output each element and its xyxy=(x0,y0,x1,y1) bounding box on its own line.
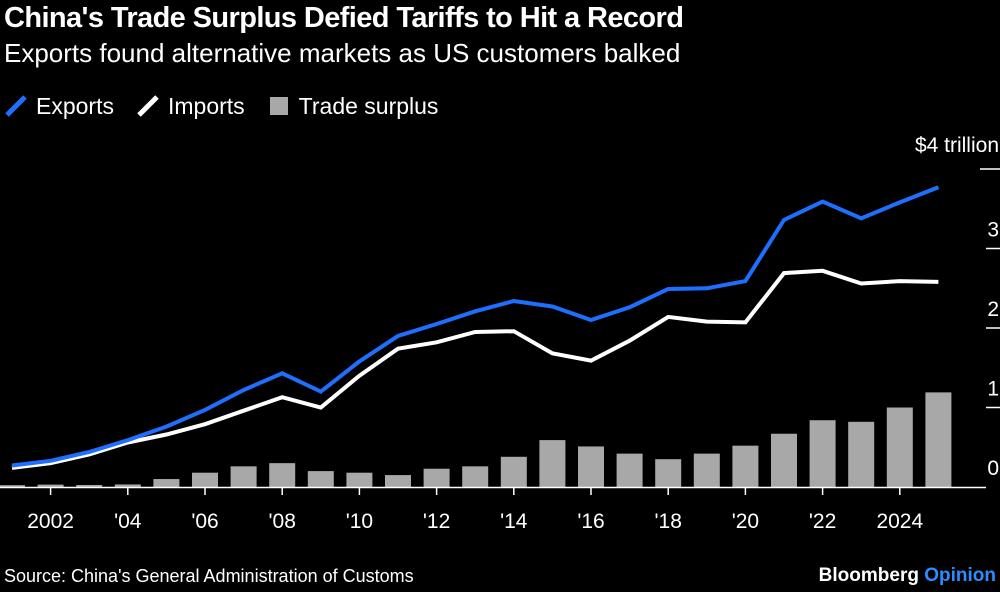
trade-surplus-bar-swatch-icon xyxy=(269,97,288,115)
line-imports xyxy=(11,268,939,470)
brand-logo: Bloomberg Opinion xyxy=(818,565,996,586)
y-tick-label: 0 xyxy=(987,457,999,480)
chart-subtitle: Exports found alternative markets as US … xyxy=(4,38,681,68)
bar-trade-surplus xyxy=(732,445,759,487)
x-tick-label: '12 xyxy=(423,510,450,533)
legend-item-exports: Exports xyxy=(4,93,114,120)
legend-label-imports: Imports xyxy=(167,92,245,119)
bar-trade-surplus xyxy=(114,484,141,487)
bar-trade-surplus xyxy=(153,479,180,487)
bar-trade-surplus xyxy=(192,472,218,487)
bar-trade-surplus xyxy=(500,456,527,487)
source-note: Source: China's General Administration o… xyxy=(4,566,414,586)
bar-trade-surplus xyxy=(655,459,682,487)
exports-line-swatch-icon xyxy=(5,95,27,117)
bar-trade-surplus xyxy=(578,446,604,487)
x-tick-label: '18 xyxy=(655,510,682,533)
chart-title: China's Trade Surplus Defied Tariffs to … xyxy=(4,2,684,34)
y-tick-label: 3 xyxy=(987,219,999,242)
x-tick-label: '06 xyxy=(191,510,218,533)
bar-trade-surplus xyxy=(230,466,257,487)
bar-trade-surplus xyxy=(886,407,913,487)
x-tick-label: '20 xyxy=(732,510,759,533)
bar-trade-surplus xyxy=(539,440,566,487)
bar-trade-surplus xyxy=(693,453,720,487)
x-tick-label: 2002 xyxy=(27,510,74,533)
bar-trade-surplus xyxy=(616,453,643,487)
bar-trade-surplus xyxy=(462,466,489,487)
legend-label-trade-surplus: Trade surplus xyxy=(298,92,439,119)
bar-trade-surplus xyxy=(0,485,25,487)
y-tick-label: 1 xyxy=(987,378,999,401)
bar-trade-surplus xyxy=(346,472,373,487)
x-tick-label: '22 xyxy=(809,510,836,533)
y-tick-label: $4 trillion xyxy=(915,134,999,157)
bar-trade-surplus xyxy=(771,433,797,487)
x-tick-label: '04 xyxy=(114,510,142,533)
x-tick-label: '10 xyxy=(346,510,373,533)
x-tick-label: 2024 xyxy=(876,510,923,533)
x-tick-label: '16 xyxy=(577,510,604,533)
legend-item-trade-surplus: Trade surplus xyxy=(267,92,439,120)
bar-trade-surplus xyxy=(809,420,836,487)
y-tick-label: 2 xyxy=(987,298,999,321)
legend-item-imports: Imports xyxy=(136,93,245,120)
bar-trade-surplus xyxy=(925,392,952,487)
x-tick-label: '08 xyxy=(269,510,296,533)
line-exports xyxy=(11,185,940,468)
bar-trade-surplus xyxy=(37,484,64,487)
imports-line-swatch-icon xyxy=(137,95,159,117)
bar-trade-surplus xyxy=(307,471,334,487)
bar-trade-surplus xyxy=(385,475,411,487)
bar-trade-surplus xyxy=(423,468,450,487)
x-tick-label: '14 xyxy=(500,510,528,533)
bar-trade-surplus xyxy=(269,463,296,487)
bar-trade-surplus xyxy=(76,485,103,487)
legend-label-exports: Exports xyxy=(36,92,114,119)
bar-trade-surplus xyxy=(848,421,875,487)
legend: Exports Imports Trade surplus xyxy=(4,91,460,121)
